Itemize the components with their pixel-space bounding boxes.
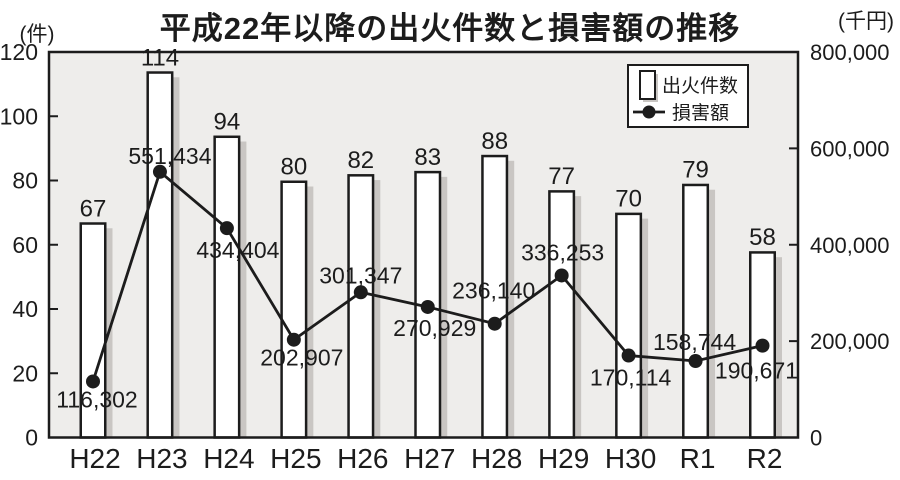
bar-value-label-H22: 67 xyxy=(80,195,107,222)
labels-layer: 67 114 94 80 82 83 88 77 70 79 58 116,302 551,434 434… xyxy=(0,39,890,474)
legend: 出火件数 損害額 xyxy=(627,64,749,128)
damage-value-label-H23: 551,434 xyxy=(128,143,211,169)
right-axis-tick-label: 400,000 xyxy=(810,233,890,258)
damage-point-H25 xyxy=(286,332,301,347)
left-axis-tick-label: 0 xyxy=(25,425,38,451)
damage-value-label-H24: 434,404 xyxy=(196,237,279,263)
x-axis-label-H29: H29 xyxy=(538,443,589,474)
bar-value-label-R2: 58 xyxy=(749,224,776,251)
damage-point-H30 xyxy=(621,348,636,363)
x-axis-label-H26: H26 xyxy=(337,443,388,474)
x-axis-label-H24: H24 xyxy=(203,443,254,474)
legend-point-icon xyxy=(642,105,656,119)
left-axis-tick-label: 80 xyxy=(12,168,38,194)
damage-point-H23 xyxy=(152,164,167,179)
damage-point-H26 xyxy=(353,285,368,300)
damage-point-H28 xyxy=(487,316,502,331)
bar-H28 xyxy=(481,154,509,439)
damage-value-label-H27: 270,929 xyxy=(393,315,476,341)
legend-bars-label: 出火件数 xyxy=(662,75,738,97)
x-axis-label-H22: H22 xyxy=(69,443,120,474)
bar-value-label-H30: 70 xyxy=(615,186,642,213)
left-axis-tick-label: 40 xyxy=(12,296,38,322)
damage-point-H29 xyxy=(554,268,569,283)
chart-title: 平成22年以降の出火件数と損害額の推移 xyxy=(159,11,741,46)
bar-H24 xyxy=(213,135,241,439)
damage-value-label-H25: 202,907 xyxy=(260,345,343,371)
bar-value-label-H25: 80 xyxy=(280,154,307,181)
x-axis-label-R2: R2 xyxy=(747,443,783,474)
damage-point-R1 xyxy=(688,354,703,369)
bar-value-label-H26: 82 xyxy=(347,147,374,174)
bar-H25 xyxy=(280,180,308,439)
damage-value-label-H22: 116,302 xyxy=(56,386,137,412)
right-axis-tick-label: 0 xyxy=(810,426,822,451)
legend-bar-swatch-icon xyxy=(639,70,656,100)
x-axis-label-H28: H28 xyxy=(471,443,522,474)
damage-value-label-H26: 301,347 xyxy=(319,262,402,288)
bar-R1 xyxy=(682,183,710,439)
right-axis-tick-label: 800,000 xyxy=(810,40,890,65)
damage-value-label-H29: 336,253 xyxy=(521,239,604,265)
bar-value-label-H27: 83 xyxy=(414,144,441,171)
damage-value-label-R2: 190,671 xyxy=(715,358,798,384)
bar-value-label-H29: 77 xyxy=(548,163,575,190)
left-axis-tick-label: 100 xyxy=(0,103,38,129)
x-axis-label-H25: H25 xyxy=(270,443,321,474)
plot-frame xyxy=(47,50,800,439)
right-axis-tick-label: 200,000 xyxy=(810,329,890,354)
line-series-layer xyxy=(86,164,770,389)
legend-line-label: 損害額 xyxy=(672,102,729,124)
x-axis-label-H23: H23 xyxy=(136,443,187,474)
left-axis-tick-label: 20 xyxy=(12,360,38,386)
x-axis-label-H27: H27 xyxy=(404,443,455,474)
bar-H23 xyxy=(146,71,174,439)
bar-value-label-H23: 114 xyxy=(141,44,179,71)
bars-layer xyxy=(79,71,782,439)
bar-H29 xyxy=(548,190,576,439)
damage-point-H24 xyxy=(219,221,234,236)
damage-point-H27 xyxy=(420,299,435,314)
bar-value-label-H24: 94 xyxy=(214,109,241,136)
damage-value-label-H30: 170,114 xyxy=(590,365,672,391)
damage-point-R2 xyxy=(755,338,770,353)
left-axis-unit-label: (件) xyxy=(20,23,55,46)
right-axis-tick-label: 600,000 xyxy=(810,136,890,161)
right-axis-unit-label: (千円) xyxy=(838,10,894,33)
frame-layer xyxy=(47,50,800,439)
x-axis-label-H30: H30 xyxy=(605,443,656,474)
left-axis-tick-label: 60 xyxy=(12,232,38,258)
x-axis-label-R1: R1 xyxy=(680,443,716,474)
bar-H26 xyxy=(347,174,375,439)
damage-value-label-R1: 158,744 xyxy=(653,329,736,355)
bar-H30 xyxy=(615,212,643,439)
damage-point-H22 xyxy=(86,374,100,389)
bar-value-label-R1: 79 xyxy=(682,157,709,184)
left-axis-tick-label: 120 xyxy=(0,39,38,65)
damage-value-label-H28: 236,140 xyxy=(452,278,535,304)
bar-value-label-H28: 88 xyxy=(481,128,508,155)
